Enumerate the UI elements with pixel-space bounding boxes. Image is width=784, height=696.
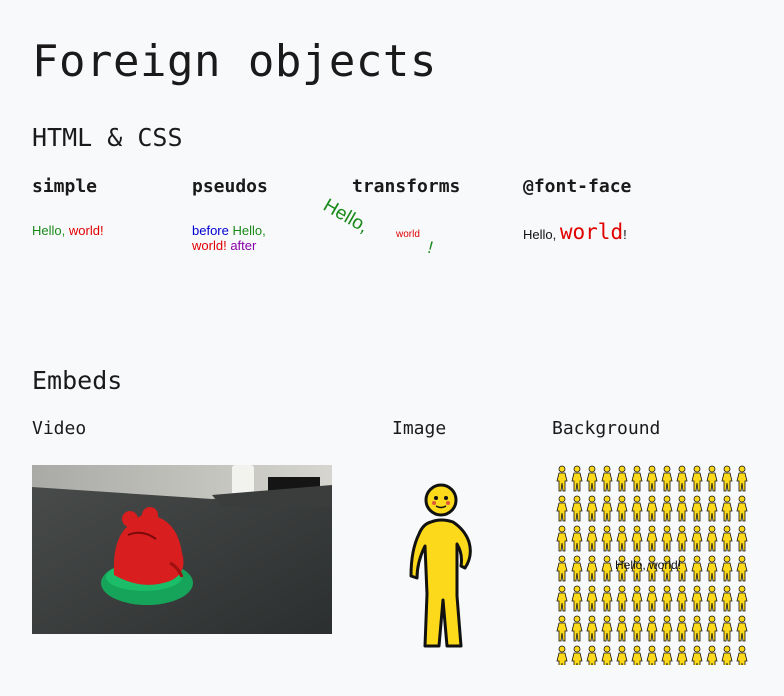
transforms-world: world <box>396 229 420 240</box>
section-heading-embeds: Embeds <box>32 366 123 395</box>
font-face-world: world <box>559 220 624 244</box>
background-heading: Background <box>552 418 661 439</box>
pseudos-world: world <box>192 238 224 253</box>
page-title: Foreign objects <box>32 36 437 87</box>
background-tile-area <box>556 465 748 665</box>
font-face-hello: Hello, <box>523 227 557 242</box>
pseudos-heading: pseudos <box>192 176 268 197</box>
simple-hello: Hello, <box>32 223 66 238</box>
yellow-figure-image <box>409 483 472 648</box>
pseudos-bang: ! <box>223 238 227 253</box>
pseudos-demo: before Hello, world! after <box>192 223 266 253</box>
image-heading: Image <box>392 418 447 439</box>
video-heading: Video <box>32 418 87 439</box>
font-face-bang: ! <box>623 227 627 242</box>
simple-bang: ! <box>99 223 104 238</box>
video-player[interactable] <box>32 465 332 634</box>
simple-demo: Hello, world! <box>32 223 104 238</box>
section-heading-html-css: HTML & CSS <box>32 123 183 152</box>
font-face-demo: Hello, world! <box>523 220 627 244</box>
pseudos-after: after <box>230 238 257 253</box>
background-pattern <box>556 465 748 665</box>
font-face-heading: @font-face <box>523 176 632 197</box>
video-frame <box>32 465 332 634</box>
pseudos-hello: Hello, <box>232 223 266 238</box>
simple-world: world <box>68 223 100 238</box>
background-label: Hello, world! <box>615 558 682 572</box>
transforms-heading: transforms <box>352 176 461 197</box>
pseudos-before: before <box>192 223 229 238</box>
transforms-hello: Hello, <box>319 195 373 238</box>
transforms-bang: ! <box>425 237 436 258</box>
simple-heading: simple <box>32 176 98 197</box>
